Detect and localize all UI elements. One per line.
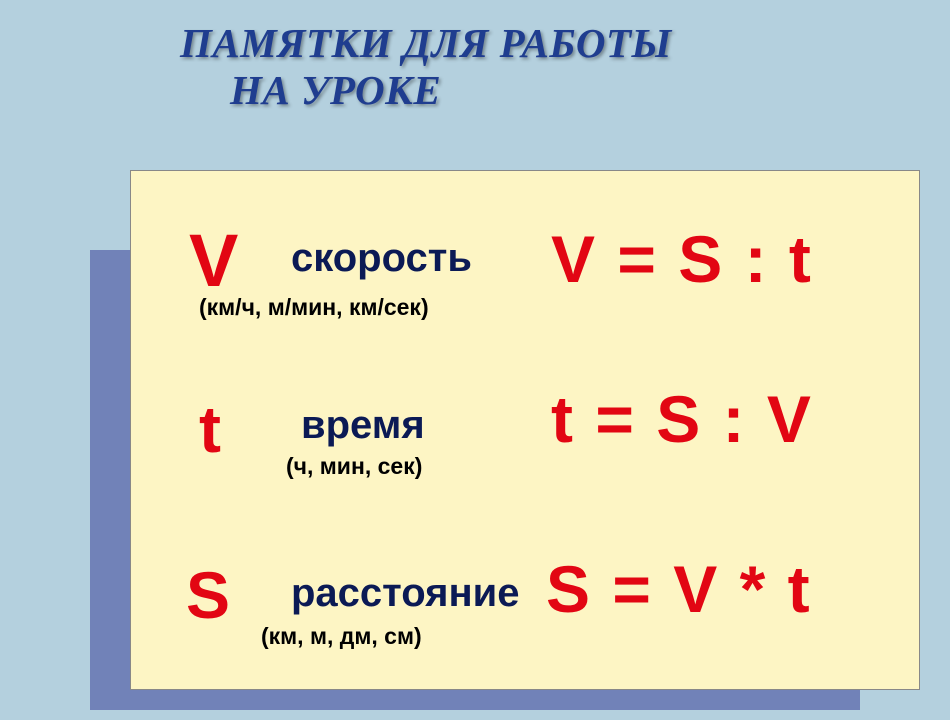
label-speed: скорость: [291, 236, 472, 281]
symbol-t: t: [199, 391, 221, 467]
symbol-s: S: [186, 557, 230, 633]
formula-s: S = V * t: [546, 551, 812, 627]
formula-t: t = S : V: [551, 381, 813, 457]
title-line-2: НА УРОКЕ: [180, 67, 800, 114]
title-line-1: ПАМЯТКИ ДЛЯ РАБОТЫ: [180, 20, 800, 67]
formula-v: V = S : t: [551, 221, 813, 297]
formula-card: V скорость (км/ч, м/мин, км/сек) V = S :…: [130, 170, 920, 690]
label-distance: расстояние: [291, 571, 519, 616]
units-time: (ч, мин, сек): [286, 453, 422, 480]
units-speed: (км/ч, м/мин, км/сек): [199, 294, 429, 321]
slide-title: ПАМЯТКИ ДЛЯ РАБОТЫ НА УРОКЕ: [180, 20, 800, 114]
label-time: время: [301, 403, 425, 448]
symbol-v: V: [189, 218, 238, 303]
units-distance: (км, м, дм, см): [261, 623, 422, 650]
